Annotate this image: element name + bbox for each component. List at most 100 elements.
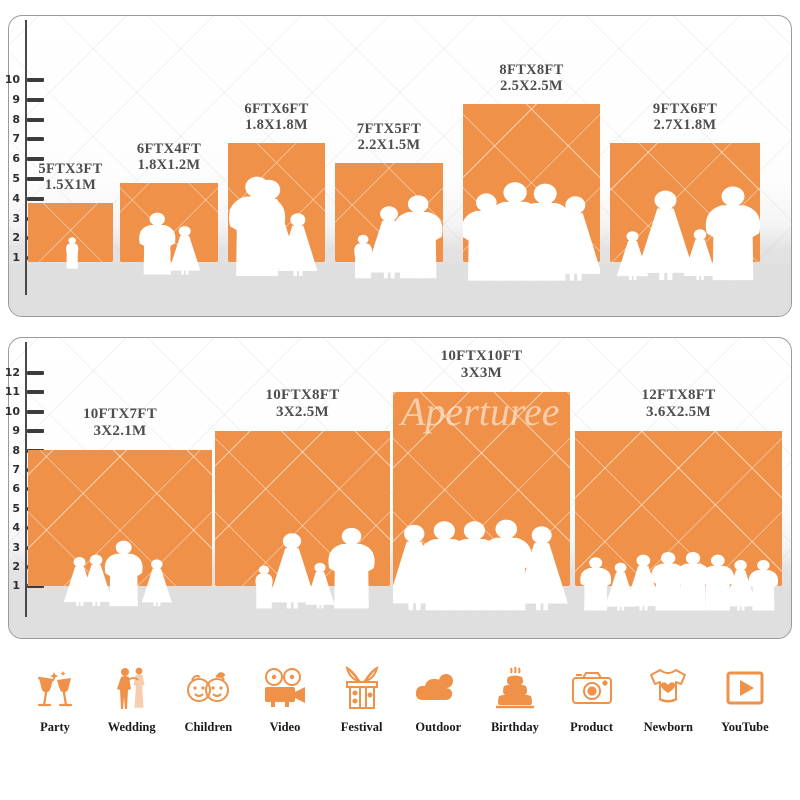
y-tick-mark	[27, 390, 44, 395]
y-tick-label: 11	[4, 385, 20, 399]
movie-camera-icon	[261, 662, 309, 714]
y-tick-label: 8	[12, 112, 20, 126]
y-tick-label: 7	[12, 463, 20, 476]
backdrop-size-bar: Aperturee	[393, 389, 570, 611]
use-case-newborn[interactable]: Newborn	[631, 662, 705, 735]
backdrop-size-bar	[610, 143, 760, 281]
use-case-product[interactable]: Product	[555, 662, 629, 735]
bar-size-label: 10FTX7FT 3X2.1M	[82, 406, 158, 439]
y-tick-label: 4	[12, 521, 20, 535]
use-case-festival[interactable]: Festival	[325, 662, 399, 735]
camera-icon	[569, 662, 615, 714]
use-case-label: Festival	[340, 720, 383, 734]
bar-diamond-pattern	[610, 143, 760, 262]
bar-size-label: 6FTX4FT 1.8X1.2M	[136, 140, 202, 174]
y-tick-label: 8	[12, 443, 20, 457]
y-tick-label: 6	[12, 482, 20, 496]
backdrop-size-bar	[120, 182, 218, 275]
brand-watermark: Aperturee	[401, 389, 560, 434]
y-tick-label: 12	[4, 366, 20, 379]
y-axis-chart1	[25, 20, 27, 295]
bar-diamond-pattern	[28, 450, 212, 586]
y-tick-label: 5	[12, 501, 20, 515]
use-case-label: Party	[40, 720, 70, 734]
use-case-label: Birthday	[490, 720, 539, 734]
y-tick-mark	[27, 137, 44, 142]
y-tick-label: 3	[12, 540, 20, 554]
backdrop-size-bar	[575, 430, 782, 611]
bar-diamond-pattern	[335, 163, 443, 262]
y-tick-label: 1	[12, 579, 20, 593]
gift-box-icon	[341, 662, 383, 714]
use-case-youtube[interactable]: YouTube	[708, 662, 782, 735]
y-tick-mark	[27, 371, 44, 375]
backdrop-size-bar	[28, 450, 212, 607]
use-case-label: Wedding	[107, 720, 156, 734]
use-case-label: Outdoor	[415, 720, 462, 734]
bar-size-label: 8FTX8FT 2.5X2.5M	[499, 61, 564, 94]
y-tick-label: 9	[12, 92, 20, 106]
children-faces-icon	[184, 662, 232, 714]
backdrop-size-bar	[28, 202, 113, 269]
y-tick-label: 4	[12, 191, 20, 205]
use-case-video[interactable]: Video	[248, 662, 322, 735]
backdrop-size-bar	[228, 143, 325, 277]
use-case-children[interactable]: Children	[171, 662, 245, 735]
y-tick-mark	[27, 97, 44, 102]
backdrop-size-bar	[463, 103, 600, 281]
y-tick-label: 6	[12, 152, 20, 166]
use-case-label: Children	[184, 720, 233, 734]
use-case-party[interactable]: Party	[18, 662, 92, 735]
cloud-icon	[415, 662, 461, 714]
bar-size-label: 5FTX3FT 1.5X1M	[38, 160, 103, 193]
panel-floor	[9, 264, 791, 316]
use-case-label: YouTube	[721, 720, 769, 734]
y-tick-mark	[27, 429, 44, 434]
panel-floor-2	[9, 586, 791, 638]
bar-diamond-pattern	[28, 202, 113, 262]
bar-size-label: 12FTX8FT 3.6X2.5M	[641, 386, 716, 420]
bar-diamond-pattern	[463, 103, 600, 262]
bar-diamond-pattern	[575, 430, 782, 586]
y-tick-label: 9	[12, 424, 20, 438]
use-case-outdoor[interactable]: Outdoor	[401, 662, 475, 735]
y-tick-label: 3	[12, 211, 20, 225]
backdrop-size-bar	[215, 430, 390, 609]
bar-diamond-pattern	[215, 430, 390, 586]
baby-onesie-icon	[646, 662, 690, 714]
champagne-toast-icon	[33, 662, 77, 714]
y-tick-mark	[27, 177, 44, 181]
y-tick-label: 10	[4, 404, 20, 418]
use-case-wedding[interactable]: Wedding	[95, 662, 169, 735]
use-case-birthday[interactable]: Birthday	[478, 662, 552, 735]
y-tick-mark	[27, 117, 44, 122]
bar-diamond-pattern	[393, 392, 570, 586]
y-tick-mark	[27, 584, 44, 589]
y-tick-label: 2	[12, 231, 20, 245]
bar-size-label: 6FTX6FT 1.8X1.8M	[244, 101, 309, 134]
y-tick-label: 1	[12, 251, 20, 265]
y-tick-label: 7	[12, 132, 20, 146]
use-case-icon-row: Party Wedding Children Video	[0, 662, 800, 772]
wedding-couple-icon	[112, 662, 152, 714]
use-case-label: Product	[570, 720, 613, 734]
birthday-cake-icon	[492, 662, 538, 714]
y-tick-label: 5	[12, 172, 20, 185]
use-case-label: Video	[269, 720, 301, 734]
bar-diamond-pattern	[120, 182, 218, 262]
y-tick-label: 2	[12, 560, 20, 573]
y-tick-label: 10	[4, 73, 20, 86]
bar-size-label: 10FTX10FT 3X3M	[440, 348, 523, 381]
y-axis-chart2	[25, 342, 27, 617]
bar-size-label: 9FTX6FT 2.7X1.8M	[652, 101, 718, 134]
backdrop-size-bar	[335, 163, 443, 279]
y-tick-mark	[27, 78, 44, 82]
y-tick-mark	[27, 409, 44, 414]
y-tick-mark	[27, 196, 44, 201]
bar-size-label: 10FTX8FT 3X2.5M	[265, 386, 340, 420]
bar-size-label: 7FTX5FT 2.2X1.5M	[356, 121, 422, 154]
y-tick-mark	[27, 157, 44, 162]
bar-diamond-pattern	[228, 143, 325, 262]
play-button-icon	[724, 662, 766, 714]
use-case-label: Newborn	[643, 720, 693, 734]
